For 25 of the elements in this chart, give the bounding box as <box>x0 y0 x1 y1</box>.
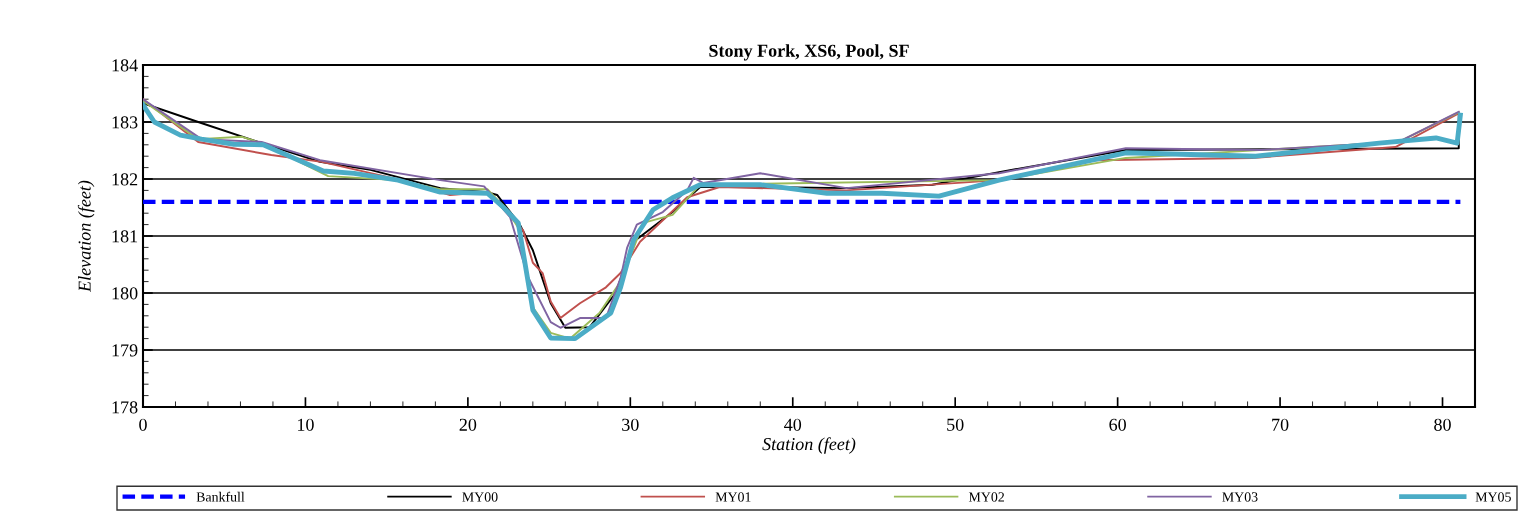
x-tick-label: 0 <box>139 418 147 431</box>
legend-label: Bankfull <box>196 491 245 502</box>
y-tick-label: 182 <box>112 173 138 186</box>
x-axis-title: Station (feet) <box>762 437 856 454</box>
x-tick-label: 20 <box>459 418 477 431</box>
y-tick-label: 178 <box>112 401 138 414</box>
legend-label: MY01 <box>715 492 751 502</box>
chart-title: Stony Fork, XS6, Pool, SF <box>709 44 909 61</box>
x-tick-label: 50 <box>947 418 964 431</box>
x-tick-label: 40 <box>784 418 802 431</box>
x-tick-label: 10 <box>298 418 314 431</box>
x-tick-label: 30 <box>622 418 639 431</box>
legend-label: MY02 <box>968 492 1005 502</box>
legend-label: MY03 <box>1222 492 1258 502</box>
y-axis-title: Elevation (feet) <box>77 180 95 293</box>
x-tick-label: 80 <box>1434 418 1451 431</box>
x-tick-label: 60 <box>1109 418 1126 431</box>
y-tick-label: 183 <box>112 116 138 129</box>
y-tick-label: 184 <box>112 59 138 72</box>
legend-label: MY00 <box>462 492 498 502</box>
y-tick-label: 181 <box>112 230 138 243</box>
legend-label: MY05 <box>1475 492 1511 502</box>
x-tick-label: 70 <box>1272 418 1289 431</box>
y-tick-label: 180 <box>112 287 138 300</box>
y-tick-label: 179 <box>112 344 138 357</box>
